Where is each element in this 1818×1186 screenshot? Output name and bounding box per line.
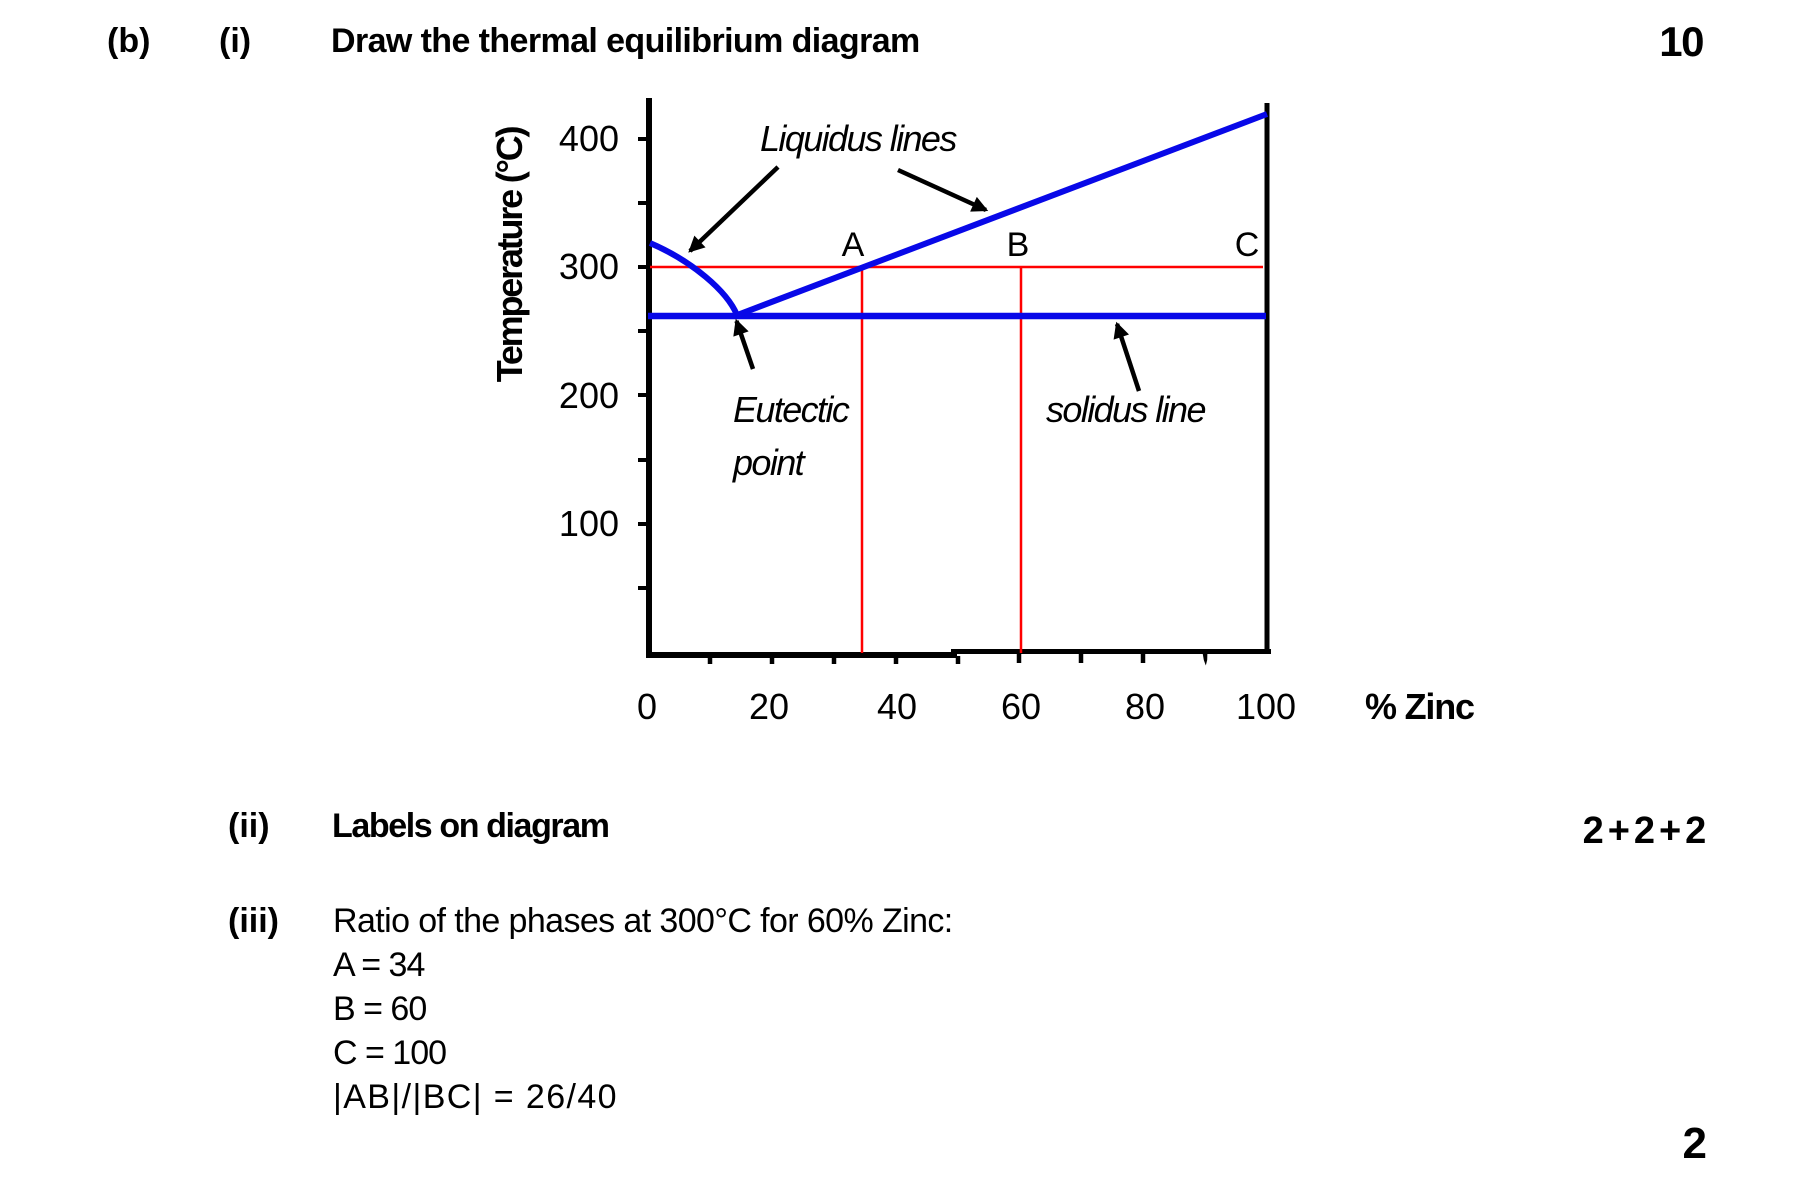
svg-text:A = 34: A = 34 (333, 946, 424, 984)
svg-text:(ii): (ii) (228, 807, 270, 845)
svg-text:10: 10 (1659, 18, 1703, 65)
svg-text:80: 80 (1125, 686, 1165, 727)
svg-text:300: 300 (559, 246, 619, 287)
svg-text:(i): (i) (219, 22, 251, 60)
svg-text:solidus line: solidus line (1046, 389, 1205, 430)
svg-text:(iii): (iii) (228, 902, 279, 940)
svg-text:|AB|/|BC| = 26/40: |AB|/|BC| = 26/40 (333, 1078, 618, 1116)
svg-text:C: C (1235, 226, 1260, 264)
svg-text:% Zinc: % Zinc (1365, 686, 1474, 727)
svg-text:Eutectic: Eutectic (733, 389, 850, 430)
svg-text:A: A (842, 226, 865, 264)
svg-text:2 + 2 + 2: 2 + 2 + 2 (1583, 810, 1705, 852)
svg-text:200: 200 (559, 375, 619, 416)
svg-text:100: 100 (559, 503, 619, 544)
svg-text:60: 60 (1001, 686, 1041, 727)
svg-text:400: 400 (559, 118, 619, 159)
svg-text:2: 2 (1683, 1119, 1707, 1168)
svg-text:40: 40 (877, 686, 917, 727)
svg-text:20: 20 (749, 686, 789, 727)
svg-text:0: 0 (637, 686, 657, 727)
svg-text:Temperature (°C): Temperature (°C) (489, 127, 530, 383)
svg-text:Liquidus lines: Liquidus lines (760, 118, 957, 159)
svg-text:Ratio of the phases at 300°C f: Ratio of the phases at 300°C for 60% Zin… (333, 902, 953, 940)
svg-text:B = 60: B = 60 (333, 990, 426, 1028)
svg-text:(b): (b) (107, 22, 150, 60)
svg-text:C = 100: C = 100 (333, 1034, 446, 1072)
svg-text:Labels on diagram: Labels on diagram (332, 807, 609, 845)
svg-text:point: point (732, 442, 807, 483)
svg-text:100: 100 (1236, 686, 1296, 727)
svg-text:B: B (1007, 226, 1030, 264)
svg-text:Draw the thermal equilibrium d: Draw the thermal equilibrium diagram (331, 22, 920, 60)
